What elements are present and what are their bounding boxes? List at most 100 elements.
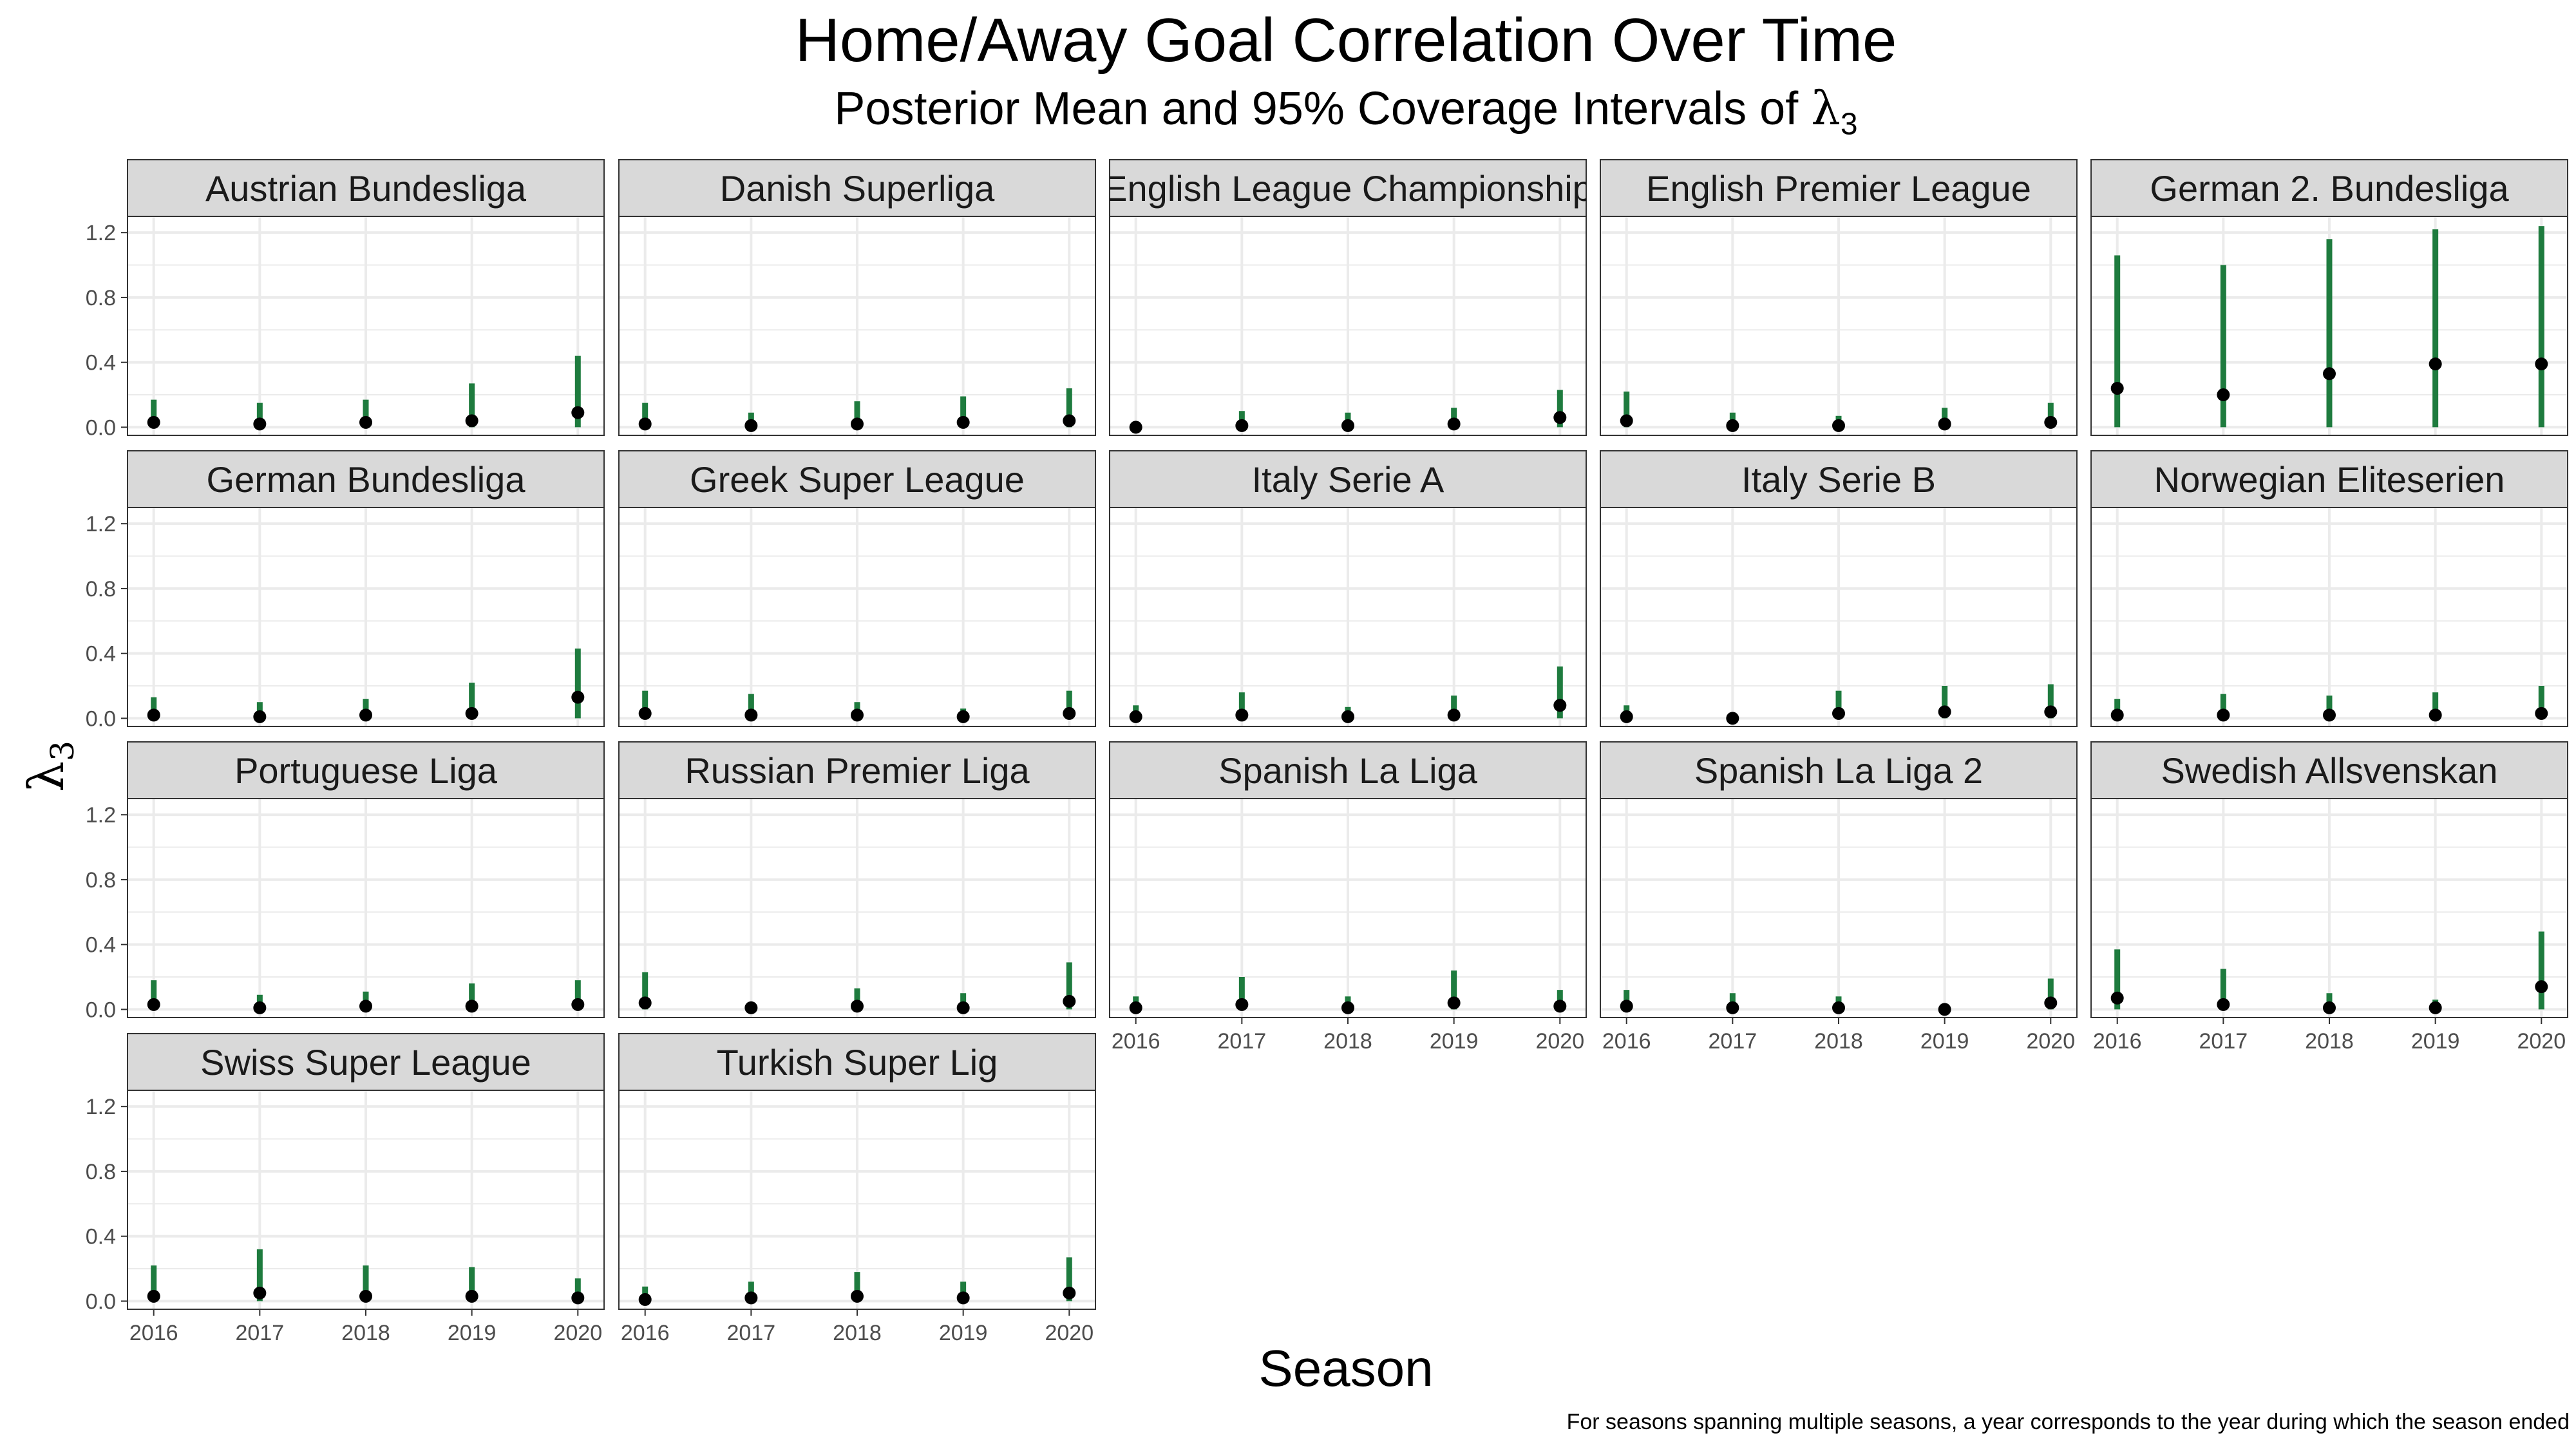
facet-strip [618,1033,1096,1091]
mean-point [956,710,970,723]
facet-title: Danish Superliga [720,168,995,209]
y-tick-label: 1.2 [86,1095,116,1119]
y-tick-label: 1.2 [86,221,116,245]
y-tick-label: 0.0 [86,998,116,1022]
mean-point [571,998,585,1011]
mean-point [465,706,478,720]
mean-point [2110,991,2124,1005]
facet-panel: Austrian Bundesliga 0.0 0.4 0.8 1.2 [86,159,605,440]
x-tick-label: 2019 [939,1321,988,1345]
mean-point [359,708,372,722]
panel-border [1600,507,2078,727]
facet-title: English Premier League [1646,168,2031,209]
x-tick-label: 2018 [2305,1029,2354,1054]
mean-point [1063,706,1076,720]
mean-point [1726,1001,1739,1014]
mean-point [851,1289,864,1303]
mean-point [2429,357,2442,371]
x-tick-label: 2019 [2411,1029,2460,1054]
facet-title: Swiss Super League [200,1042,531,1083]
facet-panel: Swiss Super League 0.0 0.4 0.8 1.2 2016 2017 20… [86,1033,605,1345]
y-tick-label: 0.8 [86,286,116,310]
mean-point [2217,998,2230,1011]
x-tick-label: 2020 [2026,1029,2075,1054]
mean-point [359,999,372,1013]
mean-point [2535,357,2548,371]
facet-panel: Norwegian Eliteserien [2090,450,2568,727]
subtitle-lambda-symbol: λ [1811,81,1841,135]
facet-title: Greek Super League [690,459,1025,500]
chart-title: Home/Away Goal Correlation Over Time [795,6,1897,75]
facet-title: Portuguese Liga [234,750,498,791]
mean-point [956,415,970,429]
mean-point [638,417,652,431]
mean-point [1341,419,1354,432]
mean-point [147,708,160,722]
facet-panel: Italy Serie A [1109,450,1587,727]
panel-border [127,216,605,436]
mean-point [359,1289,372,1303]
panel-border [2090,507,2568,727]
mean-point [2110,708,2124,722]
mean-point [638,706,652,720]
facet-strip [1109,450,1587,508]
panel-border [618,798,1096,1018]
y-tick-label: 0.4 [86,1225,116,1249]
mean-point [2044,996,2058,1010]
mean-point [638,996,652,1010]
facet-panel: English Premier League [1600,159,2078,436]
mean-point [2044,705,2058,719]
mean-point [465,999,478,1013]
mean-point [1063,1286,1076,1300]
facet-panel: English League Championship [1103,159,1593,436]
facet-title: English League Championship [1103,168,1593,209]
mean-point [147,415,160,429]
mean-point [1832,1001,1845,1014]
mean-point [1832,419,1845,432]
facet-panel: Greek Super League [618,450,1096,727]
mean-point [2323,367,2336,381]
mean-point [1129,1001,1142,1014]
facet-strip [2090,159,2568,217]
y-tick-label: 0.4 [86,642,116,667]
facet-title: Spanish La Liga [1218,750,1478,791]
facet-title: German 2. Bundesliga [2150,168,2509,209]
facet-panel: Spanish La Liga 2016 2017 2018 2019 2020 [1109,741,1587,1054]
mean-point [147,998,160,1011]
panel-border [618,216,1096,436]
facet-panel: Russian Premier Liga [618,741,1096,1018]
facet-panel: Spanish La Liga 2 2016 2017 2018 2019 2020 [1600,741,2078,1054]
x-tick-label: 2017 [1218,1029,1267,1054]
x-tick-label: 2019 [1920,1029,1969,1054]
y-tick-label: 1.2 [86,803,116,828]
y-tick-label: 0.8 [86,577,116,601]
y-tick-label: 0.4 [86,933,116,958]
x-tick-label: 2018 [833,1321,882,1345]
x-tick-label: 2016 [1112,1029,1160,1054]
facet-panel: Turkish Super Lig 2016 2017 2018 2019 2020 [618,1033,1096,1345]
x-tick-label: 2017 [2199,1029,2248,1054]
x-tick-label: 2017 [727,1321,776,1345]
mean-point [2217,708,2230,722]
x-tick-label: 2017 [1709,1029,1757,1054]
mean-point [1726,419,1739,432]
facet-strip [618,450,1096,508]
mean-point [1938,705,1951,719]
x-tick-label: 2020 [1045,1321,1094,1345]
y-tick-label: 0.0 [86,706,116,731]
mean-point [253,1001,267,1014]
facet-title: Swedish Allsvenskan [2161,750,2498,791]
facet-panel: German Bundesliga 0.0 0.4 0.8 1.2 [86,450,605,731]
y-axis-symbol: λ [17,761,75,792]
x-tick-label: 2020 [2517,1029,2566,1054]
x-tick-label: 2020 [1535,1029,1584,1054]
mean-point [1447,996,1461,1010]
facet-title: German Bundesliga [207,459,526,500]
facet-panel: Portuguese Liga 0.0 0.4 0.8 1.2 [86,741,605,1022]
mean-point [2535,980,2548,994]
mean-point [465,1289,478,1303]
x-tick-label: 2019 [448,1321,497,1345]
mean-point [1553,411,1567,424]
mean-point [1447,708,1461,722]
